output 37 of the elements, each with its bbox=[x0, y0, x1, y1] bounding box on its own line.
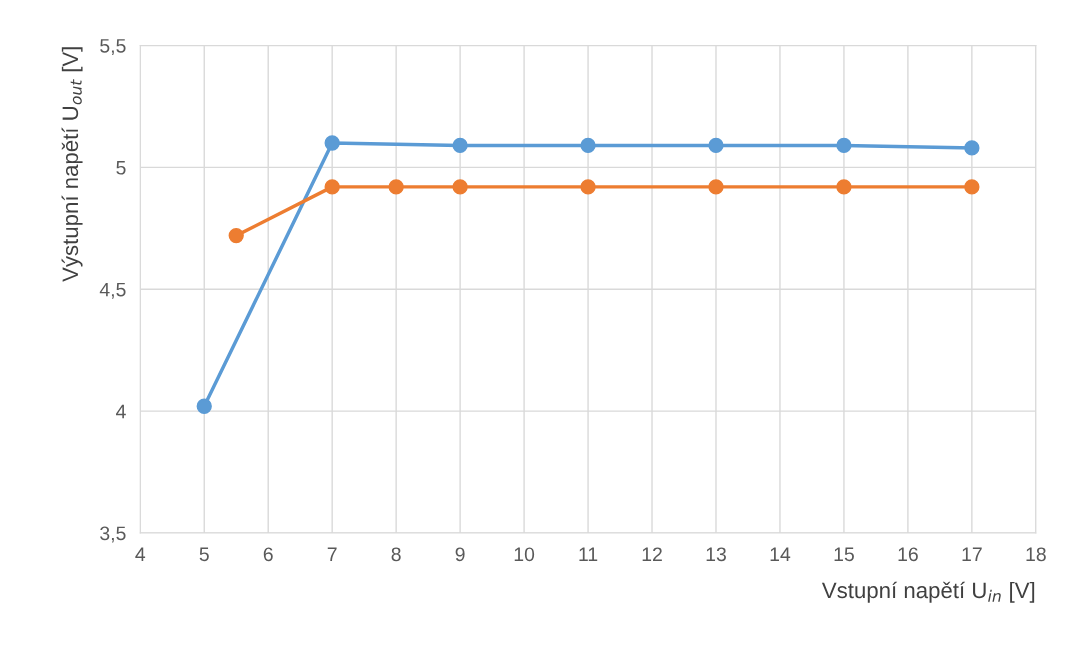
y-tick-label: 5 bbox=[116, 161, 126, 175]
point bbox=[324, 179, 340, 195]
point bbox=[324, 135, 340, 151]
y-tick-label: 4,5 bbox=[99, 282, 126, 299]
point bbox=[836, 137, 852, 154]
point bbox=[964, 140, 980, 156]
x-tick-label: 10 bbox=[514, 547, 535, 562]
point bbox=[708, 179, 724, 195]
y-axis-title: Výstupní napětí U$_{out}$ [V] bbox=[61, 47, 83, 282]
x-tick-label: 7 bbox=[327, 547, 337, 561]
x-axis-title: Vstupní napětí U$_{in}$ [V] bbox=[821, 581, 1035, 603]
point bbox=[452, 137, 468, 154]
point bbox=[228, 227, 244, 244]
point bbox=[580, 179, 596, 195]
x-tick-label: 12 bbox=[642, 547, 662, 561]
x-tick-label: 11 bbox=[579, 547, 598, 561]
x-tick-label: 13 bbox=[706, 547, 726, 562]
point bbox=[708, 137, 724, 154]
x-tick-label: 14 bbox=[770, 547, 791, 561]
point bbox=[452, 179, 468, 195]
x-tick-label: 5 bbox=[199, 547, 209, 562]
x-tick-label: 8 bbox=[391, 547, 401, 562]
point bbox=[196, 398, 212, 414]
x-tick-label: 16 bbox=[898, 547, 918, 562]
x-tick-label: 17 bbox=[962, 547, 982, 561]
x-tick-label: 15 bbox=[834, 547, 854, 562]
x-tick-label: 18 bbox=[1026, 547, 1046, 562]
point bbox=[836, 179, 852, 195]
point bbox=[964, 179, 980, 195]
point bbox=[388, 179, 404, 195]
x-tick-label: 9 bbox=[455, 547, 465, 562]
y-tick-label: 3,5 bbox=[100, 526, 126, 543]
y-tick-label: 4 bbox=[116, 404, 126, 419]
x-tick-label: 4 bbox=[135, 547, 146, 561]
point bbox=[580, 137, 596, 154]
x-tick-label: 6 bbox=[263, 547, 273, 562]
y-tick-label: 5,5 bbox=[100, 39, 126, 56]
